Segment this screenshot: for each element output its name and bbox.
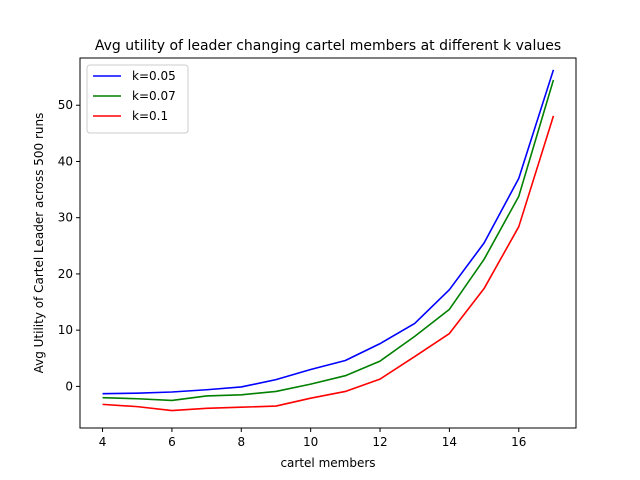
series-layer <box>102 69 555 412</box>
series-line-1 <box>102 69 555 395</box>
y-axis-label: Avg Utility of Cartel Leader across 500 … <box>32 113 46 374</box>
legend-label-2: k=0.07 <box>132 89 176 103</box>
y-tick-label: 30 <box>58 211 73 225</box>
legend-label-1: k=0.05 <box>132 69 176 83</box>
y-axis: 0 10 20 30 40 50 <box>58 98 80 393</box>
x-tick-label: 14 <box>442 435 457 449</box>
y-tick-label: 0 <box>65 379 73 393</box>
x-axis-label: cartel members <box>280 456 375 470</box>
x-tick-label: 8 <box>237 435 245 449</box>
series-line-2 <box>102 79 555 402</box>
legend: k=0.05 k=0.07 k=0.1 <box>86 64 189 134</box>
legend-label-3: k=0.1 <box>132 109 168 123</box>
x-tick-label: 10 <box>303 435 318 449</box>
x-tick-label: 4 <box>99 435 107 449</box>
plot-frame <box>79 57 577 429</box>
x-axis: 4 6 8 10 12 14 16 <box>99 428 526 449</box>
x-tick-label: 12 <box>372 435 387 449</box>
y-tick-label: 50 <box>58 98 73 112</box>
x-tick-label: 6 <box>168 435 176 449</box>
series-line-3 <box>102 115 555 412</box>
y-tick-label: 10 <box>58 323 73 337</box>
chart-title: Avg utility of leader changing cartel me… <box>95 38 561 54</box>
y-tick-label: 40 <box>58 154 73 168</box>
x-tick-label: 16 <box>511 435 526 449</box>
y-tick-label: 20 <box>58 267 73 281</box>
